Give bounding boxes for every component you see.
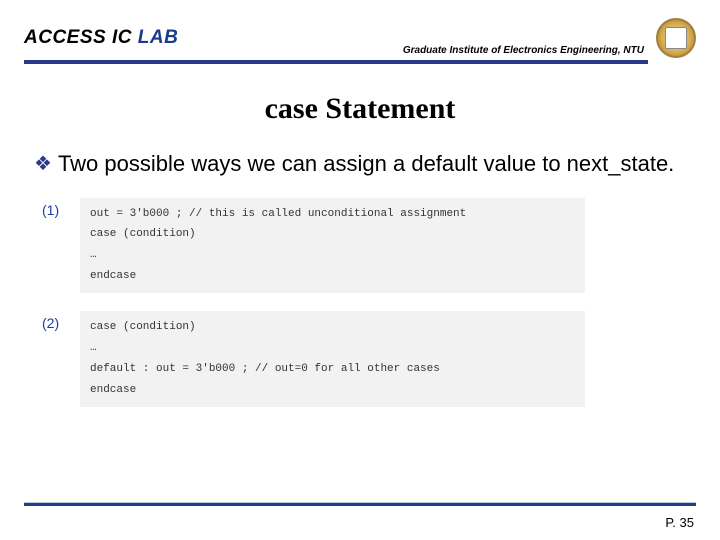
lab-suffix: LAB xyxy=(138,27,179,48)
ntu-logo-icon xyxy=(656,18,696,58)
code-line: out = 3'b000 ; // this is called uncondi… xyxy=(90,204,575,225)
bullet-text: Two possible ways we can assign a defaul… xyxy=(58,150,674,178)
code-section: (1) out = 3'b000 ; // this is called unc… xyxy=(42,198,686,407)
code-line: endcase xyxy=(90,380,575,401)
lab-name: ACCESS IC LAB xyxy=(24,27,178,49)
page-number: P. 35 xyxy=(665,515,694,530)
code-number: (2) xyxy=(42,311,80,331)
footer-divider xyxy=(24,502,696,506)
lab-prefix: ACCESS IC xyxy=(24,27,138,48)
slide-body: ❖ Two possible ways we can assign a defa… xyxy=(0,126,720,407)
code-line: default : out = 3'b000 ; // out=0 for al… xyxy=(90,359,575,380)
slide-title: case Statement xyxy=(0,92,720,126)
code-block: out = 3'b000 ; // this is called uncondi… xyxy=(80,198,585,294)
code-line: endcase xyxy=(90,266,575,287)
bullet-item: ❖ Two possible ways we can assign a defa… xyxy=(34,150,686,178)
code-number: (1) xyxy=(42,198,80,218)
code-block: case (condition) … default : out = 3'b00… xyxy=(80,311,585,407)
slide-header: ACCESS IC LAB Graduate Institute of Elec… xyxy=(0,0,720,58)
institute-name: Graduate Institute of Electronics Engine… xyxy=(403,45,644,58)
header-divider xyxy=(24,60,648,64)
diamond-bullet-icon: ❖ xyxy=(34,152,52,177)
code-line: … xyxy=(90,245,575,266)
code-example-1: (1) out = 3'b000 ; // this is called unc… xyxy=(42,198,686,294)
code-line: … xyxy=(90,338,575,359)
code-line: case (condition) xyxy=(90,224,575,245)
code-line: case (condition) xyxy=(90,317,575,338)
code-example-2: (2) case (condition) … default : out = 3… xyxy=(42,311,686,407)
